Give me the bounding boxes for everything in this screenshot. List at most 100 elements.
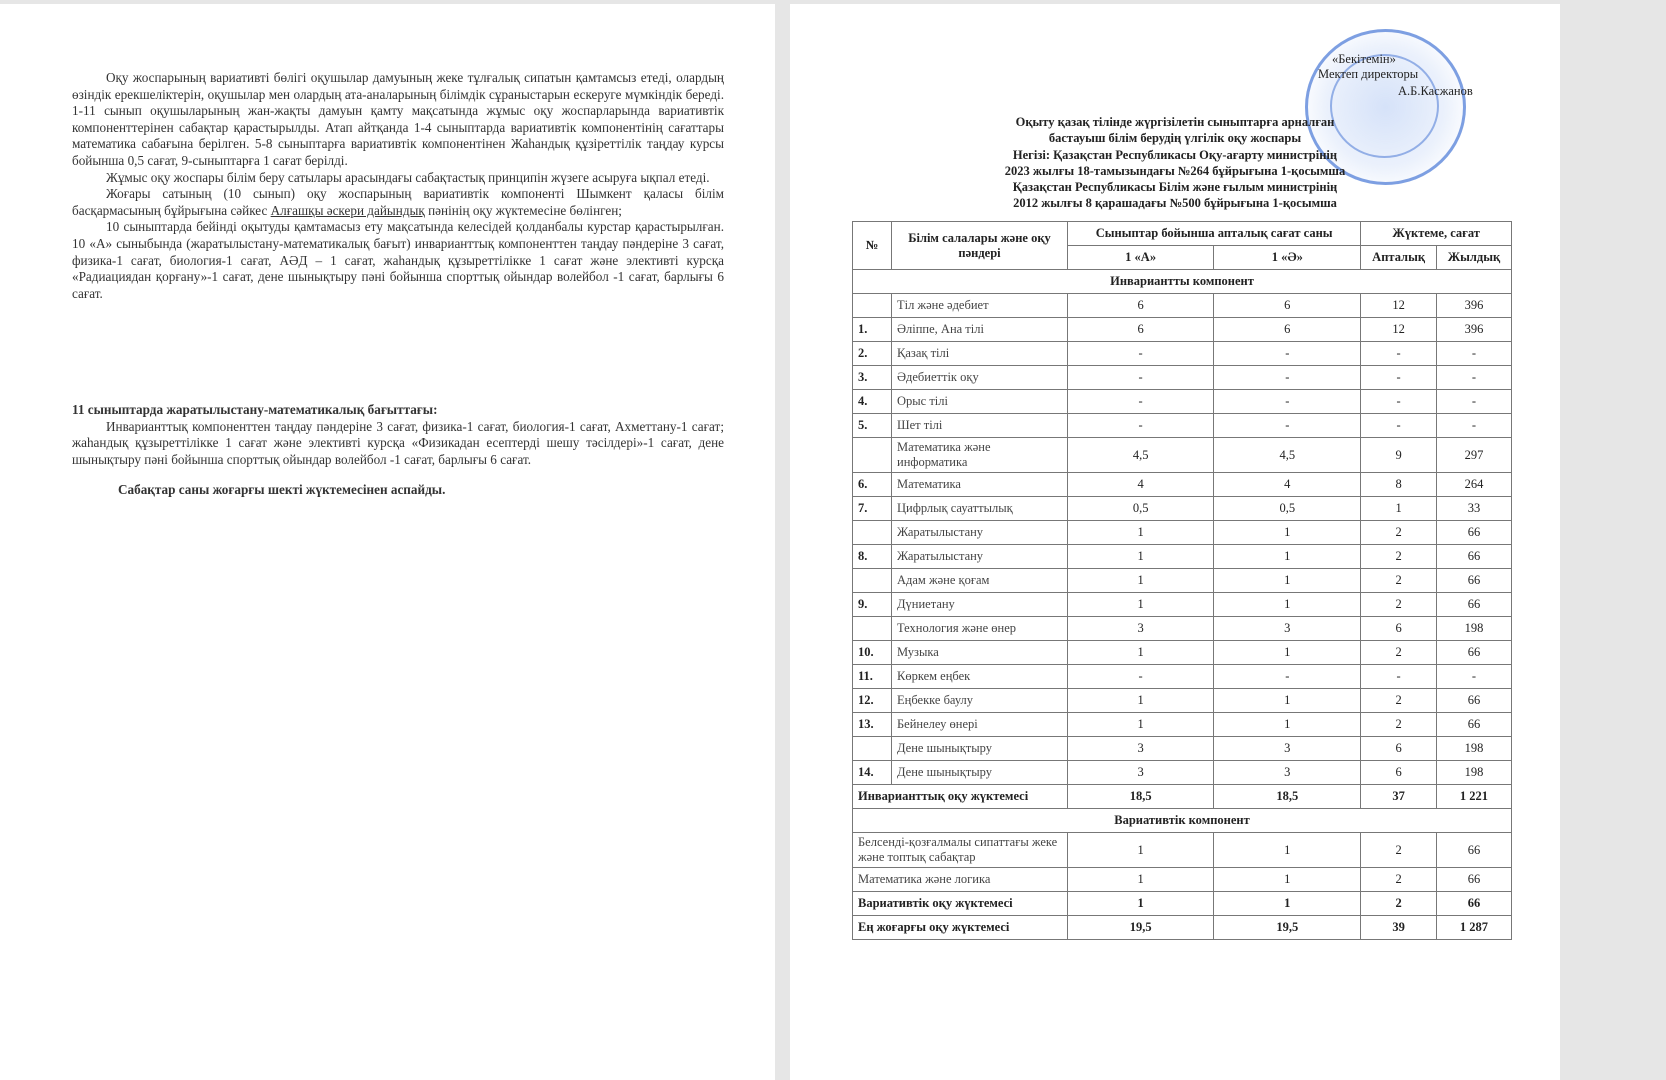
cell-yearly: -	[1435, 365, 1513, 390]
cell-class-ae: 6	[1213, 317, 1362, 342]
approval-block: «Бекітемін» Мектеп директоры А.Б.Касжано…	[1318, 52, 1473, 99]
table-row: 3. Әдебиеттік оқу - - - -	[852, 365, 1513, 390]
cell-class-a: 3	[1066, 736, 1215, 761]
header-class-ae: 1 «Ә»	[1213, 245, 1362, 270]
cell-subject: Бейнелеу өнері	[891, 712, 1068, 737]
header-weekly: Апталық	[1360, 245, 1437, 270]
header-subject: Білім салалары және оқу пәндері	[891, 221, 1068, 270]
cell-class-a: 1	[1066, 544, 1215, 569]
closing-statement: Сабақтар саны жоғарғы шекті жүктемесінен…	[118, 482, 446, 498]
cell-class-a: 1	[1066, 867, 1215, 892]
cell-class-ae: 1	[1213, 520, 1362, 545]
cell-num: 1.	[852, 317, 892, 342]
left-body-text-11: 11 сыныптарда жаратылыстану-математикалы…	[72, 402, 724, 499]
left-body-text: Оқу жоспарының вариативті бөлігі оқушыла…	[72, 70, 724, 302]
document-title: Оқыту қазақ тілінде жүргізілетін сыныпта…	[940, 114, 1410, 212]
approval-position: Мектеп директоры	[1318, 67, 1419, 81]
cell-class-ae: 1	[1213, 891, 1362, 916]
cell-subject: Цифрлық сауаттылық	[891, 496, 1068, 521]
cell-subject: Адам және қоғам	[891, 568, 1068, 593]
table-row: Математика және информатика 4,5 4,5 9 297	[852, 437, 1513, 473]
cell-num: 8.	[852, 544, 892, 569]
cell-num	[852, 520, 892, 545]
cell-class-a: -	[1066, 389, 1215, 414]
cell-weekly: 2	[1360, 891, 1437, 916]
table-row: 13. Бейнелеу өнері 1 1 2 66	[852, 712, 1513, 737]
cell-num: 13.	[852, 712, 892, 737]
cell-subject: Жаратылыстану	[891, 520, 1068, 545]
cell-class-ae: 1	[1213, 640, 1362, 665]
document-page-right: «Бекітемін» Мектеп директоры А.Б.Касжано…	[790, 4, 1560, 1080]
cell-yearly: 396	[1435, 293, 1513, 318]
cell-yearly: 66	[1435, 688, 1513, 713]
cell-class-a: 6	[1066, 317, 1215, 342]
cell-weekly: 8	[1360, 472, 1437, 497]
cell-class-ae: 3	[1213, 616, 1362, 641]
cell-class-a: 19,5	[1066, 915, 1215, 940]
table-row: Математика және логика 1 1 2 66	[852, 867, 1513, 892]
cell-weekly: 2	[1360, 520, 1437, 545]
table-row: Тіл және әдебиет 6 6 12 396	[852, 293, 1513, 318]
title-line: Қазақстан Республикасы Білім және ғылым …	[1012, 180, 1338, 195]
header-weekly-group: Сыныптар бойынша апталық сағат саны	[1066, 221, 1362, 246]
header-load-group: Жүктеме, сағат	[1360, 221, 1512, 246]
cell-class-ae: 3	[1213, 760, 1362, 785]
cell-subject: Математика және информатика	[891, 437, 1068, 473]
table-row: 12. Еңбекке баулу 1 1 2 66	[852, 688, 1513, 713]
cell-class-a: 1	[1066, 832, 1215, 868]
cell-yearly: 66	[1435, 891, 1513, 916]
section-row: Инвариантты компонент	[852, 269, 1512, 294]
approval-name: А.Б.Касжанов	[1398, 84, 1473, 98]
cell-class-ae: 1	[1213, 712, 1362, 737]
header-yearly: Жылдық	[1435, 245, 1513, 270]
cell-class-ae: 6	[1213, 293, 1362, 318]
cell-yearly: 66	[1435, 592, 1513, 617]
cell-weekly: 2	[1360, 712, 1437, 737]
approval-title: «Бекітемін»	[1332, 52, 1396, 66]
cell-class-a: 1	[1066, 520, 1215, 545]
cell-yearly: 66	[1435, 568, 1513, 593]
cell-num: 11.	[852, 664, 892, 689]
table-row: 9. Дүниетану 1 1 2 66	[852, 592, 1513, 617]
cell-yearly: 1 221	[1435, 784, 1513, 809]
table-row: 8. Жаратылыстану 1 1 2 66	[852, 544, 1513, 569]
cell-class-ae: 1	[1213, 688, 1362, 713]
cell-class-ae: 1	[1213, 544, 1362, 569]
cell-weekly: 37	[1360, 784, 1437, 809]
table-row: Дене шынықтыру 3 3 6 198	[852, 736, 1513, 761]
cell-weekly: 6	[1360, 616, 1437, 641]
table-row: Адам және қоғам 1 1 2 66	[852, 568, 1513, 593]
cell-yearly: 66	[1435, 832, 1513, 868]
cell-class-ae: 3	[1213, 736, 1362, 761]
cell-yearly: 33	[1435, 496, 1513, 521]
cell-yearly: 264	[1435, 472, 1513, 497]
paragraph: Инварианттық компоненттен таңдау пәндері…	[72, 418, 724, 467]
cell-class-a: -	[1066, 664, 1215, 689]
max-total-row-label: Ең жоғарғы оқу жүктемесі	[852, 915, 1068, 940]
cell-class-a: 1	[1066, 688, 1215, 713]
underlined-subject: Алғашқы әскери дайындық	[270, 202, 425, 218]
cell-num: 4.	[852, 389, 892, 414]
cell-num: 2.	[852, 341, 892, 366]
cell-yearly: -	[1435, 664, 1513, 689]
cell-class-ae: 4	[1213, 472, 1362, 497]
cell-num: 10.	[852, 640, 892, 665]
cell-weekly: 2	[1360, 568, 1437, 593]
title-line: Оқыту қазақ тілінде жүргізілетін сыныпта…	[1015, 115, 1335, 129]
cell-subject: Жаратылыстану	[891, 544, 1068, 569]
cell-weekly: 12	[1360, 317, 1437, 342]
cell-subject: Көркем еңбек	[891, 664, 1068, 689]
cell-num	[852, 437, 892, 473]
table-row: Белсенді-қозғалмалы сипаттағы жеке және …	[852, 832, 1513, 868]
header-num: №	[852, 221, 892, 270]
cell-subject: Әдебиеттік оқу	[891, 365, 1068, 390]
cell-class-a: 1	[1066, 712, 1215, 737]
cell-class-ae: 19,5	[1213, 915, 1362, 940]
header-class-a: 1 «А»	[1066, 245, 1215, 270]
table-row: 2. Қазақ тілі - - - -	[852, 341, 1513, 366]
cell-class-ae: 1	[1213, 592, 1362, 617]
official-stamp	[1305, 29, 1466, 185]
cell-class-a: 0,5	[1066, 496, 1215, 521]
cell-num	[852, 293, 892, 318]
max-total-row: Ең жоғарғы оқу жүктемесі 19,5 19,5 39 1 287	[852, 915, 1513, 940]
